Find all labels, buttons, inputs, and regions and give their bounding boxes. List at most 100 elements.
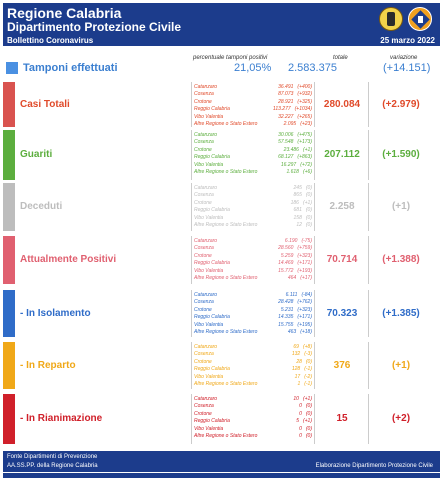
- column-separator: [368, 183, 369, 231]
- province-row: Catanzaro 6.111 (-84): [194, 292, 312, 299]
- province-delta: (0): [305, 214, 312, 221]
- province-delta: (0): [305, 185, 312, 191]
- province-list: Catanzaro 36.491 (+400) Cosenza 87.073 (+9…: [194, 84, 312, 128]
- province-value: 57.548: [278, 139, 294, 146]
- province-row: Cosenza 132 (-3): [194, 351, 312, 358]
- province-delta: (+325): [297, 98, 312, 105]
- footer-source-2: AA.SS.PP. della Regione Calabria: [7, 463, 98, 469]
- province-delta: (+475): [297, 132, 312, 138]
- category-color-bar: [3, 236, 15, 284]
- province-list: Catanzaro 6.111 (-84) Cosenza 28.428 (+762…: [194, 292, 312, 336]
- province-value: 69: [293, 344, 299, 350]
- page-title: Regione Calabria: [7, 5, 122, 21]
- province-list: Catanzaro 245 (0) Cosenza 865 (0) Crotone …: [194, 185, 312, 229]
- province-delta: (+6): [302, 169, 312, 176]
- province-value: 15.755: [278, 321, 294, 328]
- province-row: Vibo Valentia 15.772 (+193): [194, 268, 312, 275]
- province-value: 28.428: [278, 299, 294, 306]
- province-row: Reggio Calabria 128 (-1): [194, 366, 312, 373]
- province-name: Vibo Valentia: [194, 373, 224, 380]
- province-value: 0: [299, 410, 302, 417]
- province-delta: (+171): [297, 260, 312, 267]
- category-variation: (+2): [391, 413, 411, 424]
- province-name: Reggio Calabria: [194, 314, 230, 321]
- province-name: Vibo Valentia: [194, 425, 224, 432]
- province-value: 0: [299, 425, 302, 432]
- province-row: Cosenza 28.560 (+759): [194, 245, 312, 252]
- tamponi-marker: [6, 62, 18, 74]
- province-delta: (+173): [297, 139, 312, 146]
- bottom-rule: [3, 473, 440, 478]
- province-row: Crotone 5.259 (+323): [194, 253, 312, 260]
- province-delta: (0): [305, 222, 312, 229]
- province-name: Crotone: [194, 306, 212, 313]
- tamponi-percent: 21,05%: [234, 62, 272, 74]
- category-block: Attualmente Positivi Catanzaro 6.190 (-75…: [0, 236, 437, 284]
- col-header-variation: variazione: [390, 55, 418, 61]
- province-list: Catanzaro 6.190 (-75) Cosenza 28.560 (+759…: [194, 238, 312, 282]
- category-variation: (+1.590): [382, 149, 420, 160]
- province-row: Altre Regione o Stato Estero 0 (0): [194, 433, 312, 440]
- column-separator: [368, 82, 369, 127]
- province-value: 0: [299, 403, 302, 410]
- category-label: Deceduti: [20, 201, 63, 212]
- province-name: Cosenza: [194, 403, 214, 410]
- category-label: - In Reparto: [20, 359, 76, 371]
- province-row: Reggio Calabria 681 (0): [194, 207, 312, 214]
- province-name: Altre Regione o Stato Estero: [194, 381, 258, 388]
- category-variation: (+1.385): [382, 307, 420, 319]
- province-row: Vibo Valentia 0 (0): [194, 426, 312, 433]
- province-name: Crotone: [194, 252, 212, 259]
- protezione-civile-logo-icon: [408, 7, 432, 31]
- province-name: Altre Regione o Stato Estero: [194, 329, 258, 336]
- province-name: Vibo Valentia: [194, 113, 224, 120]
- column-separator: [191, 342, 192, 389]
- province-value: 68.127: [278, 154, 294, 161]
- category-label: Guariti: [20, 149, 53, 160]
- province-row: Reggio Calabria 113.277 (+1034): [194, 106, 312, 113]
- province-value: 17: [294, 373, 301, 380]
- province-name: Reggio Calabria: [194, 207, 230, 214]
- province-delta: (-3): [304, 351, 312, 358]
- province-delta: (+400): [297, 84, 312, 90]
- province-delta: (+759): [297, 245, 312, 252]
- province-row: Crotone 0 (0): [194, 411, 312, 418]
- col-header-total: totale: [333, 55, 348, 61]
- province-list: Catanzaro 30.006 (+475) Cosenza 57.548 (+1…: [194, 132, 312, 176]
- province-value: 10: [293, 396, 299, 402]
- province-row: Catanzaro 10 (+1): [194, 396, 312, 403]
- province-delta: (+323): [297, 252, 312, 259]
- province-row: Vibo Valentia 15.755 (+195): [194, 322, 312, 329]
- province-delta: (+863): [297, 154, 312, 161]
- province-name: Altre Regione o Stato Estero: [194, 433, 258, 440]
- province-name: Cosenza: [194, 139, 214, 146]
- province-name: Crotone: [194, 199, 212, 206]
- province-value: 12: [296, 222, 302, 229]
- province-row: Crotone 28.921 (+325): [194, 99, 312, 106]
- province-value: 5: [296, 418, 299, 425]
- category-color-bar: [3, 342, 15, 389]
- province-delta: (0): [305, 358, 312, 365]
- category-variation: (+2.979): [382, 98, 420, 110]
- province-name: Reggio Calabria: [194, 106, 230, 113]
- province-row: Crotone 186 (+1): [194, 200, 312, 207]
- category-total: 70.714: [326, 254, 358, 265]
- province-name: Vibo Valentia: [194, 161, 224, 168]
- province-delta: (0): [305, 207, 312, 214]
- column-separator: [191, 236, 192, 284]
- province-value: 113.277: [272, 106, 291, 113]
- province-delta: (+265): [297, 113, 312, 120]
- province-name: Catanzaro: [194, 132, 218, 138]
- column-separator: [191, 82, 192, 127]
- tamponi-label: Tamponi effettuati: [23, 62, 118, 74]
- province-row: Catanzaro 6.190 (-75): [194, 238, 312, 245]
- province-value: 32.227: [278, 113, 294, 120]
- regione-emblem-icon: [379, 7, 403, 31]
- province-row: Crotone 28 (0): [194, 359, 312, 366]
- province-value: 464: [287, 275, 297, 282]
- column-separator: [368, 394, 369, 444]
- province-name: Catanzaro: [194, 344, 218, 350]
- province-delta: (+1): [302, 199, 312, 206]
- province-value: 28.921: [278, 98, 294, 105]
- province-name: Altre Regione o Stato Estero: [194, 169, 258, 176]
